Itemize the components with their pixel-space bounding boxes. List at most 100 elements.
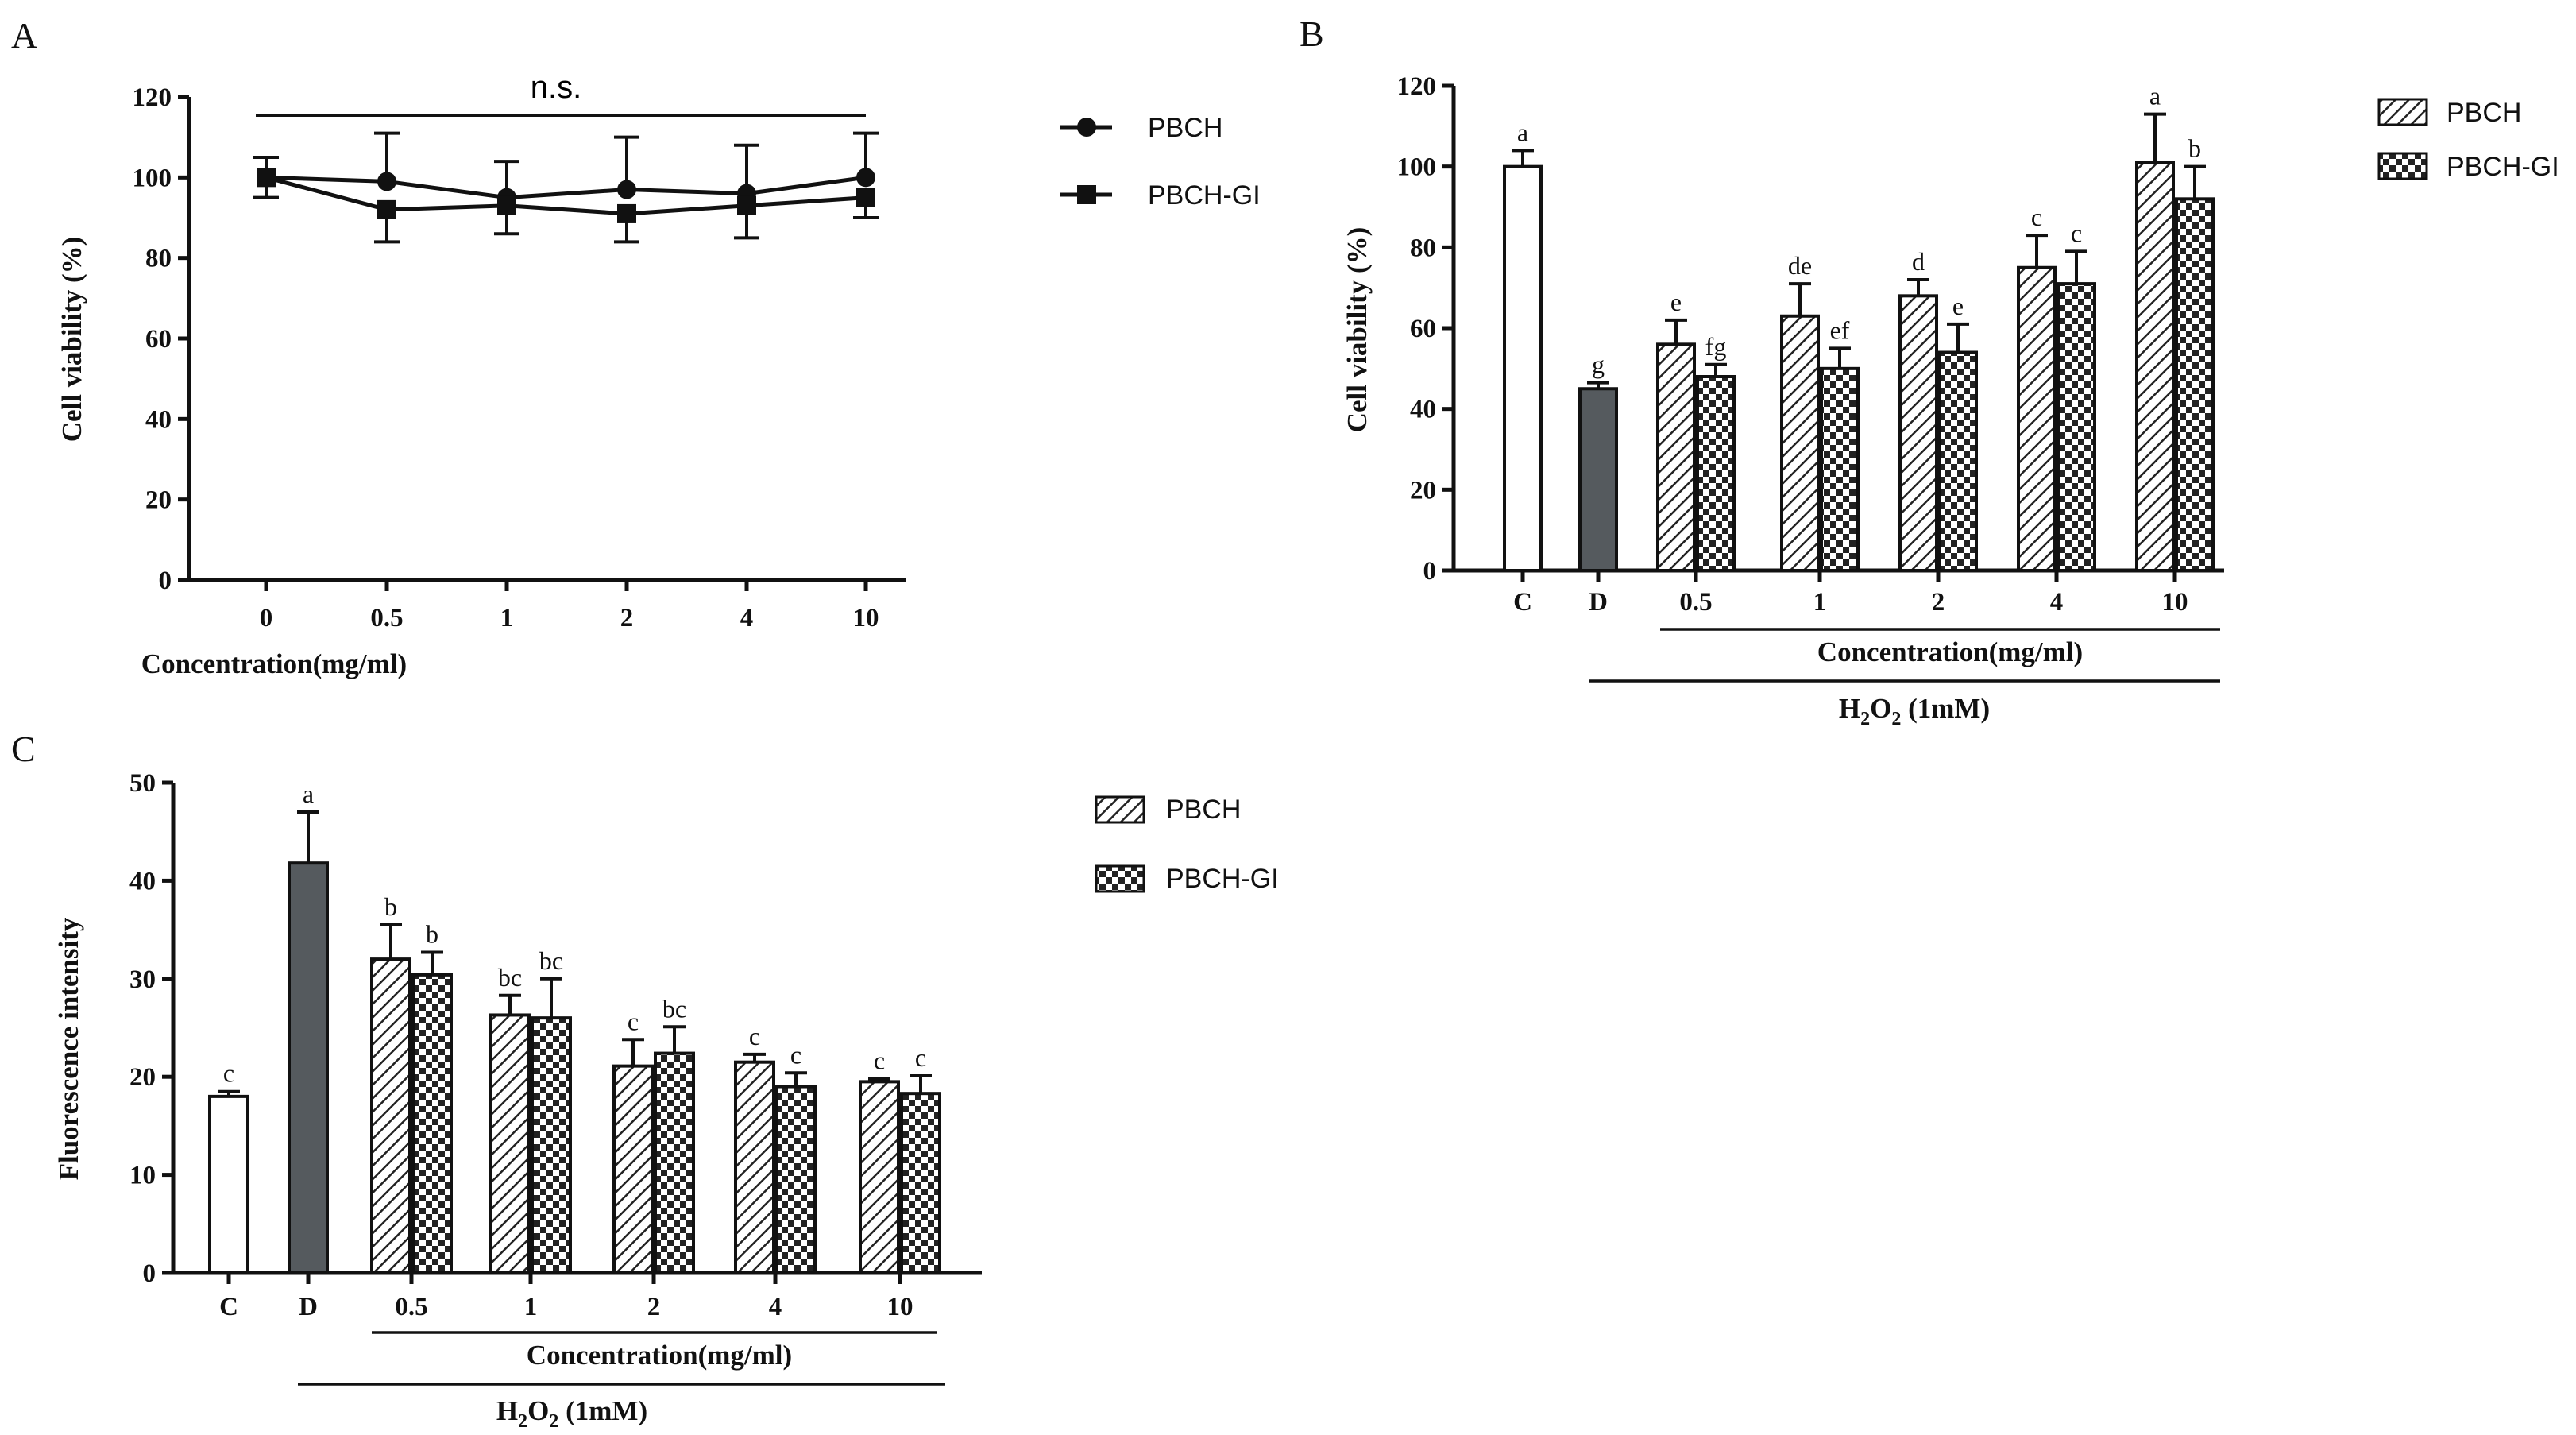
x-tick-label: D: [1589, 588, 1608, 617]
chart-a-ns-annotation: n.s.: [531, 70, 581, 105]
significance-letter: c: [915, 1043, 926, 1072]
chart-a-xlabel: Concentration(mg/ml): [141, 648, 407, 679]
significance-letter: b: [2188, 134, 2201, 163]
bar-pbch: [2017, 265, 2057, 572]
x-tick-label: 4: [769, 1293, 782, 1321]
chart-b-legend-pbch-gi: PBCH-GI: [2447, 152, 2559, 182]
legend-swatch-pbch: [2377, 98, 2428, 126]
x-tick-label: 0: [260, 604, 273, 632]
series-line-pbch-gi: [265, 175, 867, 216]
y-tick-label: 0: [1423, 557, 1437, 586]
x-tick-label: 4: [2050, 588, 2064, 617]
y-tick-label: 120: [133, 83, 172, 112]
x-tick-label: C: [219, 1293, 238, 1321]
bar-pbch-gi: [2057, 282, 2096, 572]
x-tick-label: 2: [1932, 588, 1945, 617]
y-tick-label: 20: [129, 1063, 156, 1092]
chart-c-legend-pbch: PBCH: [1166, 795, 1241, 825]
bar-pbch: [1780, 314, 1820, 572]
y-tick-label: 40: [145, 405, 172, 434]
significance-letter: c: [223, 1059, 234, 1088]
legend-swatch-pbch-gi: [1095, 864, 1145, 893]
chart-c-axes: 0 10 20 30 40 50 C D 0.5 1 2 4 10: [129, 769, 982, 1321]
chart-c-legend: PBCH PBCH-GI: [1095, 795, 1279, 894]
data-point-pbch: [617, 180, 636, 199]
chart-b-h2o2-label: H2O2 (1mM): [1839, 693, 1990, 729]
data-point-pbch-gi: [497, 195, 516, 215]
bar-damage: [1578, 387, 1618, 572]
data-point-pbch: [856, 168, 875, 188]
y-tick-label: 0: [143, 1259, 156, 1288]
significance-letter: de: [1788, 251, 1812, 280]
bar-pbch: [734, 1060, 775, 1274]
significance-letter: c: [749, 1022, 760, 1050]
legend-swatch-pbch: [1095, 795, 1145, 824]
y-tick-label: 60: [145, 325, 172, 354]
panel-letter-b: B: [1300, 14, 1324, 54]
legend-marker-pbch: [1077, 118, 1096, 137]
significance-letter: e: [1670, 288, 1682, 316]
x-tick-label: 10: [853, 604, 879, 632]
y-tick-label: 60: [1410, 315, 1436, 343]
data-point-pbch-gi: [737, 195, 756, 215]
y-tick-label: 100: [133, 164, 172, 192]
bar-control: [1503, 164, 1543, 573]
significance-letter: c: [874, 1046, 885, 1075]
bar-pbch-gi: [654, 1051, 695, 1274]
chart-a-legend: PBCH PBCH-GI: [1060, 113, 1261, 211]
significance-letter: bc: [539, 946, 563, 975]
data-point-pbch-gi: [377, 199, 396, 219]
y-tick-label: 50: [129, 769, 156, 798]
chart-a-legend-pbch: PBCH: [1148, 113, 1222, 143]
chart-c-h2o2-label: H2O2 (1mM): [496, 1395, 647, 1432]
bar-control: [208, 1094, 249, 1274]
bar-pbch: [370, 957, 411, 1274]
significance-letter: a: [303, 779, 314, 808]
bar-pbch-gi: [531, 1016, 572, 1275]
significance-letter: bc: [662, 994, 686, 1023]
chart-c-ylabel: Fluorescence intensity: [53, 917, 84, 1180]
x-tick-label: 0.5: [1679, 588, 1712, 617]
bar-pbch-gi: [1938, 350, 1978, 572]
x-tick-label: 0.5: [370, 604, 403, 632]
x-tick-label: 1: [500, 604, 514, 632]
significance-letter: e: [1952, 292, 1964, 320]
y-tick-label: 80: [1410, 234, 1436, 262]
bar-pbch: [612, 1064, 654, 1274]
bar-pbch: [489, 1013, 531, 1274]
x-tick-label: 10: [887, 1293, 913, 1321]
y-tick-label: 40: [1410, 396, 1436, 424]
significance-letter: g: [1592, 350, 1605, 379]
chart-a-marks: [253, 114, 879, 244]
y-tick-label: 20: [145, 486, 172, 515]
legend-swatch-pbch-gi: [2377, 152, 2428, 180]
chart-a: 0 20 40 60 80 100 120 0 0.5 1 2 4 10 Concentration(m…: [56, 70, 1261, 679]
bar-pbch-gi: [900, 1092, 941, 1274]
significance-letter: fg: [1705, 332, 1727, 361]
significance-letter: ef: [1830, 315, 1850, 344]
significance-letter: a: [2149, 82, 2161, 110]
x-tick-label: D: [299, 1293, 318, 1321]
x-tick-label: 2: [647, 1293, 661, 1321]
chart-a-ylabel: Cell viability (%): [56, 237, 87, 443]
bar-pbch: [1898, 294, 1938, 572]
bar-pbch: [859, 1080, 900, 1274]
bar-pbch-gi: [1820, 366, 1860, 573]
y-tick-label: 100: [1397, 153, 1437, 182]
significance-letter: c: [790, 1040, 801, 1069]
bar-pbch-gi: [775, 1085, 817, 1275]
data-point-pbch-gi: [856, 188, 875, 207]
y-tick-label: 0: [159, 567, 172, 595]
y-tick-label: 80: [145, 245, 172, 273]
series-line-pbch: [265, 175, 867, 200]
x-tick-label: C: [1513, 588, 1532, 617]
x-tick-label: 0.5: [395, 1293, 427, 1321]
significance-letter: c: [2071, 219, 2082, 247]
x-tick-label: 1: [1813, 588, 1827, 617]
panel-letter-a: A: [11, 15, 37, 56]
y-tick-label: 40: [129, 867, 156, 895]
